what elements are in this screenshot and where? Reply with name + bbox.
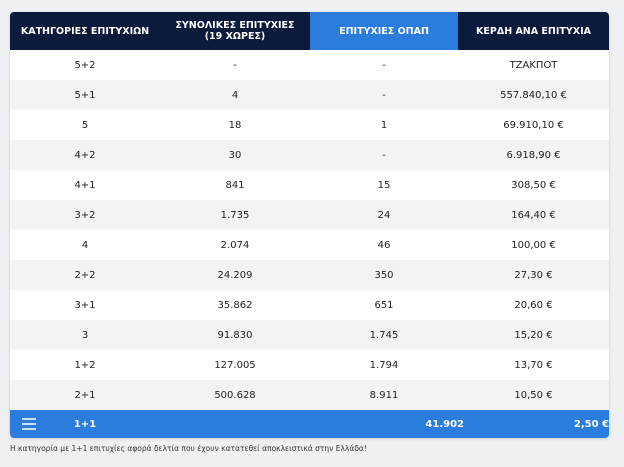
table-row: 3+2 1.735 24 164,40 €: [10, 200, 609, 230]
cell: 5: [81, 119, 89, 131]
cell: -: [233, 59, 237, 71]
cell: 1+1: [73, 418, 97, 430]
cell: 651: [374, 299, 394, 311]
header-text: ΕΠΙΤΥΧΙΕΣ ΟΠΑΠ: [339, 25, 429, 37]
table-body: 5+2 - - ΤΖΑΚΠΟΤ 5+1 4 - 557.840,10 € 5 18 1 69.910,…: [10, 50, 609, 410]
cell: 15,20 €: [514, 329, 553, 341]
cell: 10,50 €: [514, 389, 553, 401]
table-row: 4+2 30 - 6.918,90 €: [10, 140, 609, 170]
cell: 24.209: [217, 269, 253, 281]
cell: 1.735: [220, 209, 250, 221]
cell: 1: [380, 119, 388, 131]
cell: 5+1: [74, 89, 96, 101]
header-text: ΚΑΤΗΓΟΡΙΕΣ ΕΠΙΤΥΧΙΩΝ: [20, 25, 150, 37]
table-row: 3+1 35.862 651 20,60 €: [10, 290, 609, 320]
header-cell: ΣΥΝΟΛΙΚΕΣ ΕΠΙΤΥΧΙΕΣ (19 ΧΩΡΕΣ): [160, 12, 310, 50]
cell: 500.628: [214, 389, 256, 401]
cell: 35.862: [217, 299, 253, 311]
header-text: ΚΕΡΔΗ ΑΝΑ ΕΠΙΤΥΧΙΑ: [476, 25, 591, 37]
cell: 20,60 €: [514, 299, 553, 311]
table-row: 5 18 1 69.910,10 €: [10, 110, 609, 140]
table-header: ΚΑΤΗΓΟΡΙΕΣ ΕΠΙΤΥΧΙΩΝ ΣΥΝΟΛΙΚΕΣ ΕΠΙΤΥΧΙΕΣ…: [10, 12, 609, 50]
cell: 164,40 €: [511, 209, 556, 221]
cell: 41.902: [425, 418, 464, 430]
table-row: 2+1 500.628 8.911 10,50 €: [10, 380, 609, 410]
cell: 557.840,10 €: [500, 89, 567, 101]
cell: 8.911: [369, 389, 399, 401]
table-row: 2+2 24.209 350 27,30 €: [10, 260, 609, 290]
cell: 841: [225, 179, 245, 191]
cell: 4+1: [74, 179, 96, 191]
cell: 1.745: [369, 329, 399, 341]
table-row: 1+2 127.005 1.794 13,70 €: [10, 350, 609, 380]
cell: 4: [231, 89, 239, 101]
cell: -: [382, 149, 386, 161]
cell: 30: [228, 149, 242, 161]
cell: 5+2: [74, 59, 96, 71]
cell: 13,70 €: [514, 359, 553, 371]
cell: 4: [81, 239, 89, 251]
cell: 2+2: [74, 269, 96, 281]
cell: 91.830: [217, 329, 253, 341]
cell: 1+2: [74, 359, 96, 371]
header-text: ΣΥΝΟΛΙΚΕΣ ΕΠΙΤΥΧΙΕΣ: [175, 20, 295, 31]
cell: 27,30 €: [514, 269, 553, 281]
cell: 15: [377, 179, 391, 191]
cell: -: [382, 89, 386, 101]
footnote: Η κατηγορία με 1+1 επιτυχίες αφορά δελτί…: [10, 444, 367, 453]
cell: 69.910,10 €: [503, 119, 564, 131]
results-table: ΚΑΤΗΓΟΡΙΕΣ ΕΠΙΤΥΧΙΩΝ ΣΥΝΟΛΙΚΕΣ ΕΠΙΤΥΧΙΕΣ…: [10, 12, 609, 438]
cell: 308,50 €: [511, 179, 556, 191]
header-subtitle: (19 ΧΩΡΕΣ): [204, 31, 266, 42]
cell: 3+1: [74, 299, 96, 311]
cell: 2+1: [74, 389, 96, 401]
cell: 46: [377, 239, 391, 251]
table-row: 4+1 841 15 308,50 €: [10, 170, 609, 200]
table-row: 4 2.074 46 100,00 €: [10, 230, 609, 260]
header-cell: ΕΠΙΤΥΧΙΕΣ ΟΠΑΠ: [310, 12, 458, 50]
cell: ΤΖΑΚΠΟΤ: [509, 59, 558, 71]
cell: 2,50 €: [573, 418, 609, 430]
cell: 100,00 €: [511, 239, 556, 251]
header-cell: ΚΑΤΗΓΟΡΙΕΣ ΕΠΙΤΥΧΙΩΝ: [10, 12, 160, 50]
table-row: 5+1 4 - 557.840,10 €: [10, 80, 609, 110]
cell: 24: [377, 209, 391, 221]
cell: 2.074: [220, 239, 250, 251]
cell: -: [382, 59, 386, 71]
cell: 127.005: [214, 359, 256, 371]
table-row: 5+2 - - ΤΖΑΚΠΟΤ: [10, 50, 609, 80]
cell: 6.918,90 €: [506, 149, 561, 161]
header-cell: ΚΕΡΔΗ ΑΝΑ ΕΠΙΤΥΧΙΑ: [458, 12, 609, 50]
total-row: 1+1 41.902 2,50 €: [10, 410, 609, 438]
cell: 4+2: [74, 149, 96, 161]
cell: 350: [374, 269, 394, 281]
list-icon: [22, 418, 36, 430]
cell: 1.794: [369, 359, 399, 371]
cell: 18: [228, 119, 242, 131]
cell: 3+2: [74, 209, 96, 221]
table-row: 3 91.830 1.745 15,20 €: [10, 320, 609, 350]
cell: 3: [81, 329, 89, 341]
